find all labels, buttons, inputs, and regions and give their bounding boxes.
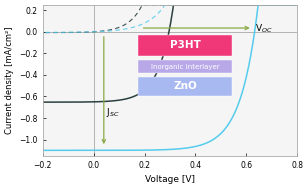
Bar — [138, 77, 232, 96]
Text: ZnO: ZnO — [173, 81, 197, 91]
Bar — [138, 60, 232, 73]
Y-axis label: Current density [mA/cm²]: Current density [mA/cm²] — [5, 26, 14, 134]
Text: P3HT: P3HT — [170, 40, 201, 50]
X-axis label: Voltage [V]: Voltage [V] — [145, 175, 195, 184]
Text: V$_{OC}$: V$_{OC}$ — [255, 22, 273, 35]
Text: J$_{SC}$: J$_{SC}$ — [106, 106, 120, 119]
Text: Inorganic interlayer: Inorganic interlayer — [151, 64, 220, 70]
Bar — [138, 35, 232, 56]
